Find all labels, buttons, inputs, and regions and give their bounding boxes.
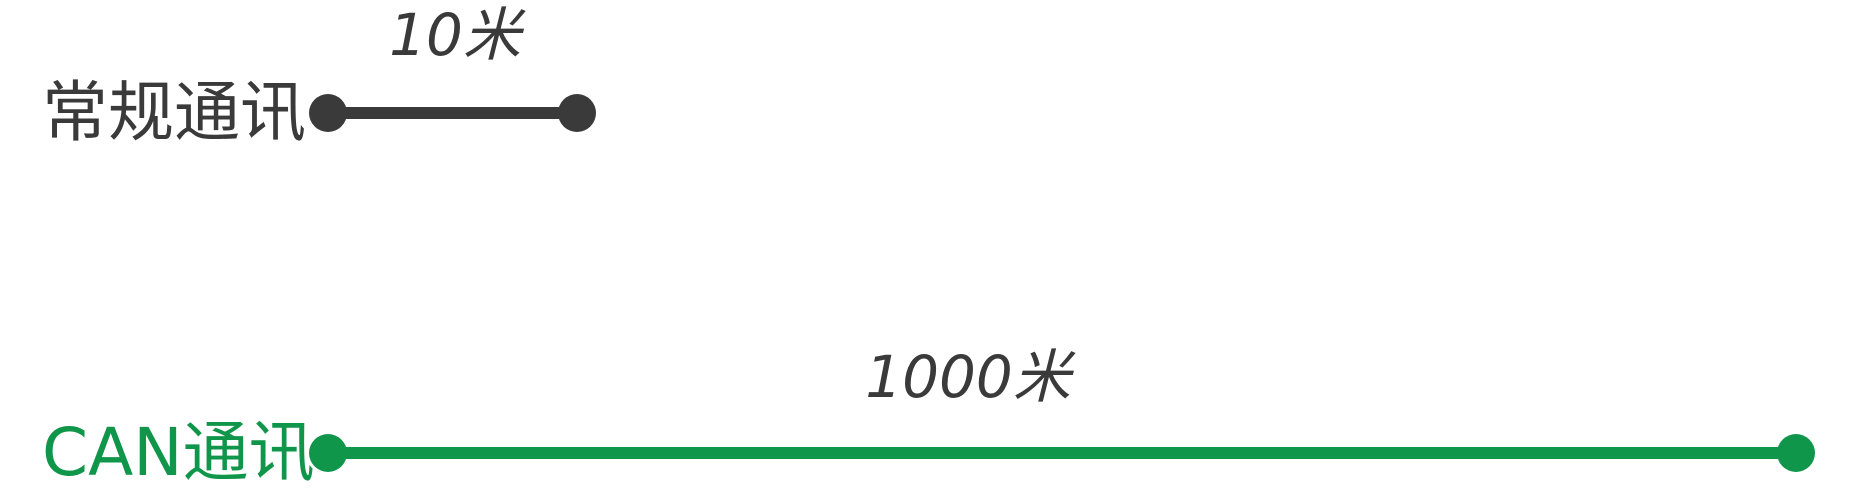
can-start-dot <box>309 434 347 472</box>
conventional-start-dot <box>309 94 347 132</box>
can-comm-label: CAN通讯 <box>42 414 315 488</box>
can-distance-label: 1000米 <box>865 343 1071 411</box>
conventional-comm-label: 常规通讯 <box>42 74 306 151</box>
can-end-dot <box>1777 434 1815 472</box>
conventional-distance-label: 10米 <box>389 1 521 69</box>
conventional-end-dot <box>558 94 596 132</box>
